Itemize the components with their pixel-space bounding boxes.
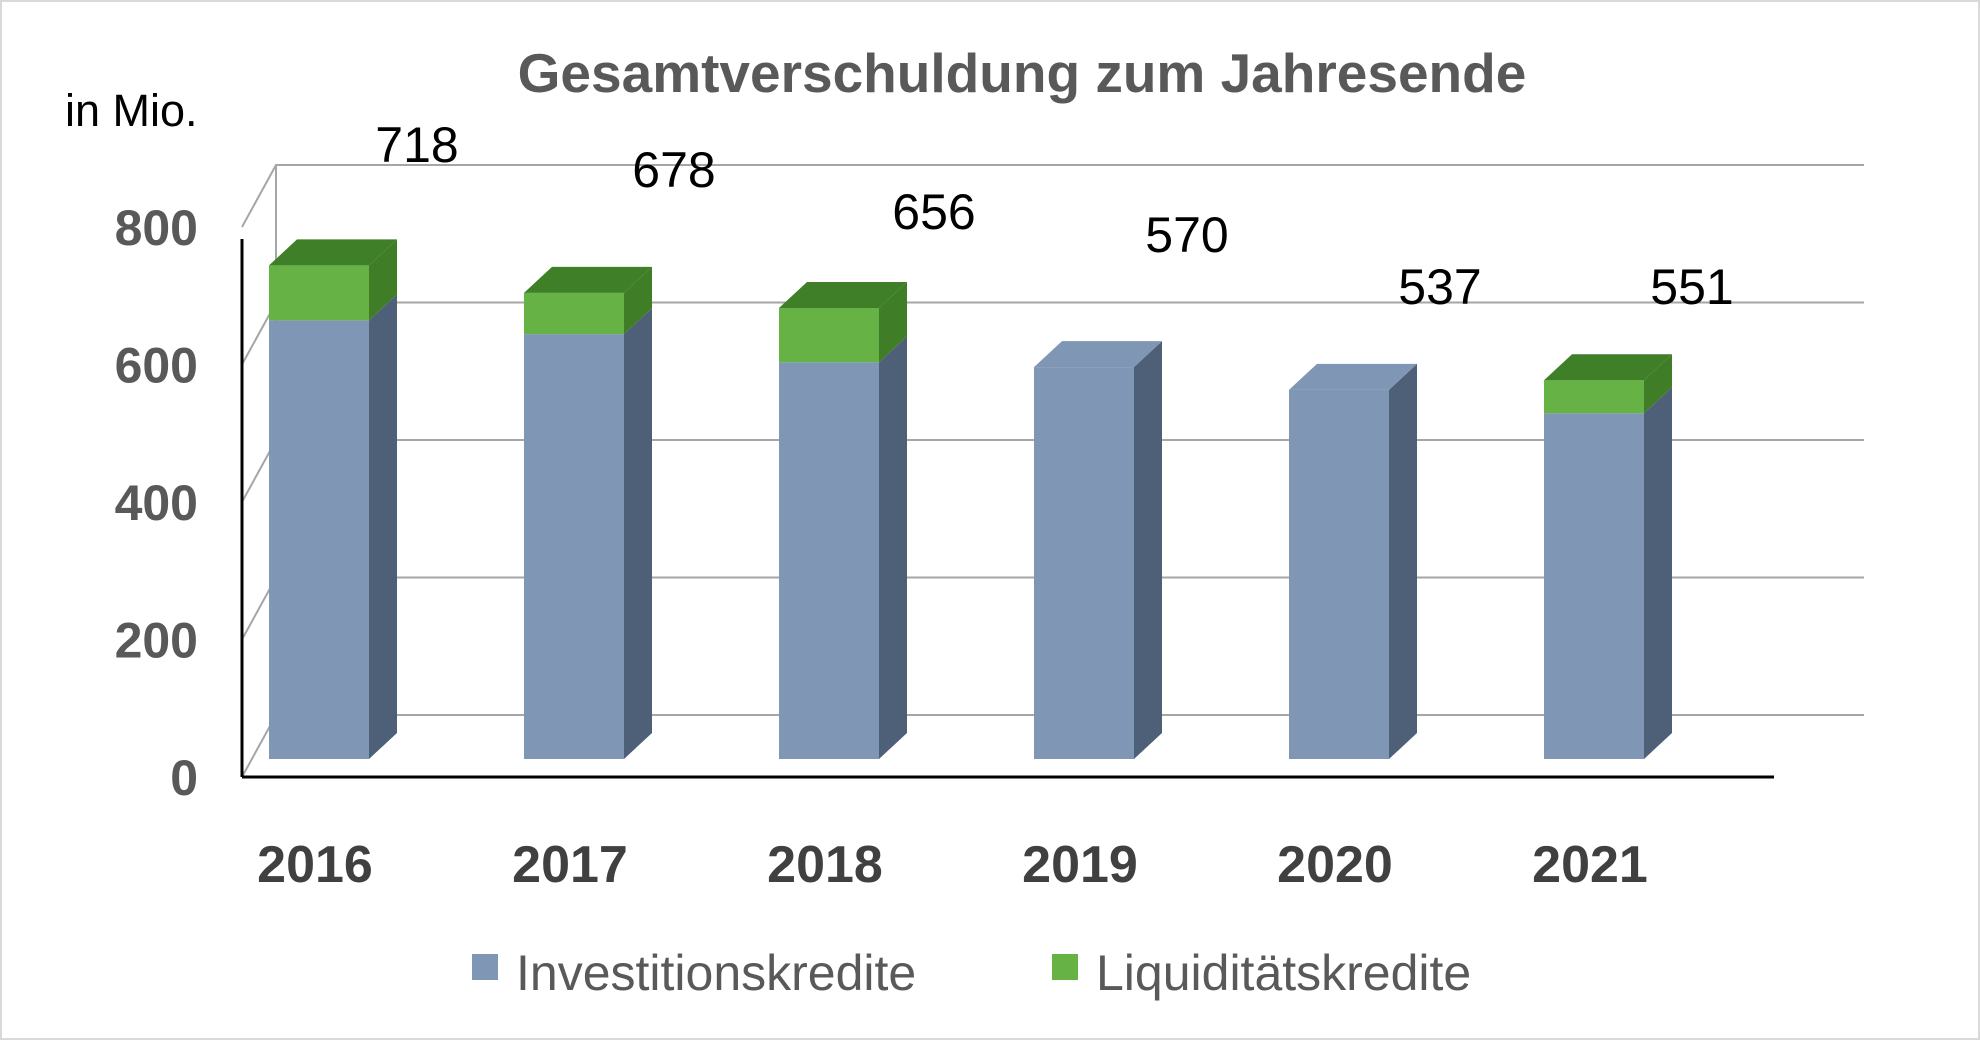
total-label-2018: 656 xyxy=(892,184,975,240)
bar-side-2018-1 xyxy=(879,282,907,363)
bar-2018-liquiditaetskredite xyxy=(779,308,879,363)
legend-swatch-investitionskredite xyxy=(472,954,498,980)
x-axis-tick-labels: 2016 2017 2018 2019 2020 2021 xyxy=(257,836,1648,894)
x-tick-label-2016: 2016 xyxy=(257,836,373,894)
total-label-2017: 678 xyxy=(632,142,715,198)
bar-2020-investitionskredite xyxy=(1289,389,1389,759)
y-tick-label: 400 xyxy=(115,475,198,531)
total-label-2021: 551 xyxy=(1650,259,1733,315)
bar-side-2019-0 xyxy=(1134,341,1162,759)
bar-side-2020-0 xyxy=(1389,363,1417,759)
bar-group-2019 xyxy=(1034,341,1162,759)
total-label-2019: 570 xyxy=(1145,207,1228,263)
bar-side-2021-1 xyxy=(1644,354,1672,414)
bar-2021-liquiditaetskredite xyxy=(1544,380,1644,414)
bar-top-2018 xyxy=(779,282,907,308)
bar-side-2017-0 xyxy=(624,308,652,759)
bar-group-2018 xyxy=(779,282,907,759)
bar-2018-investitionskredite xyxy=(779,362,879,759)
bar-2017-investitionskredite xyxy=(524,334,624,759)
x-tick-label-2020: 2020 xyxy=(1277,836,1393,894)
bar-group-2021 xyxy=(1544,354,1672,759)
x-tick-label-2021: 2021 xyxy=(1532,836,1648,894)
legend-swatch-liquiditaetskredite xyxy=(1052,954,1078,980)
y-tick-label: 600 xyxy=(115,338,198,394)
bar-top-2019 xyxy=(1034,341,1162,368)
bar-side-2016-0 xyxy=(369,294,397,759)
chart-title: Gesamtverschuldung zum Jahresende xyxy=(518,42,1527,104)
total-labels: 718 678 656 570 537 551 xyxy=(375,117,1733,315)
legend-label-investitionskredite: Investitionskredite xyxy=(516,945,916,1001)
bars xyxy=(269,239,1672,759)
y-tick-label: 800 xyxy=(115,200,198,256)
total-label-2016: 718 xyxy=(375,117,458,173)
legend: Investitionskredite Liquiditätskredite xyxy=(472,945,1471,1001)
axes xyxy=(240,239,1774,779)
bar-top-2017 xyxy=(524,266,652,293)
bar-group-2020 xyxy=(1289,363,1417,759)
bar-group-2017 xyxy=(524,266,652,759)
bar-top-2016 xyxy=(269,239,397,266)
bar-2016-investitionskredite xyxy=(269,320,369,759)
x-tick-label-2019: 2019 xyxy=(1022,836,1138,894)
total-label-2020: 537 xyxy=(1398,259,1481,315)
bar-side-2017-1 xyxy=(624,266,652,335)
bar-2017-liquiditaetskredite xyxy=(524,292,624,335)
legend-label-liquiditaetskredite: Liquiditätskredite xyxy=(1096,945,1471,1001)
y-tick-label: 0 xyxy=(170,750,198,806)
bar-group-2016 xyxy=(269,239,397,759)
x-tick-label-2017: 2017 xyxy=(512,836,628,894)
bar-side-2021-0 xyxy=(1644,387,1672,759)
gridline xyxy=(241,164,1864,228)
bar-top-2021 xyxy=(1544,354,1672,381)
x-tick-label-2018: 2018 xyxy=(767,836,883,894)
y-axis-tick-labels: 0 200 400 600 800 xyxy=(115,200,198,806)
bar-2016-liquiditaetskredite xyxy=(269,265,369,321)
bar-2021-investitionskredite xyxy=(1544,413,1644,759)
bar-top-2020 xyxy=(1289,363,1417,390)
bar-2019-investitionskredite xyxy=(1034,367,1134,759)
bar-side-2018-0 xyxy=(879,336,907,759)
bar-side-2016-1 xyxy=(369,239,397,321)
y-tick-label: 200 xyxy=(115,613,198,669)
unit-label: in Mio. xyxy=(65,85,198,136)
